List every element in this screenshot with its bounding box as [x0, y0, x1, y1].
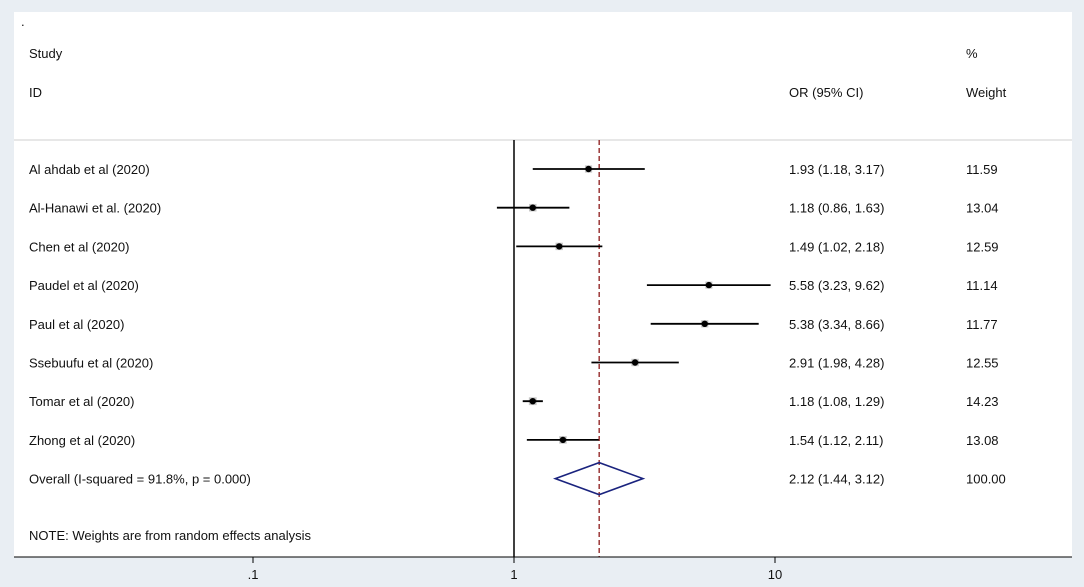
- forest-plot: . Study ID OR (95% CI) % Weight Al ahdab…: [14, 14, 1072, 582]
- study-row: Al-Hanawi et al. (2020) 1.18 (0.86, 1.63)…: [29, 201, 999, 216]
- study-name: Chen et al (2020): [29, 239, 129, 254]
- overall-weight: 100.00: [966, 472, 1006, 487]
- x-tick-label: .1: [248, 567, 259, 582]
- header-percent: %: [966, 46, 978, 61]
- study-or-ci: 1.49 (1.02, 2.18): [789, 239, 884, 254]
- header-dot: .: [21, 14, 25, 29]
- header-weight: Weight: [966, 85, 1007, 100]
- x-tick-label: 1: [510, 567, 517, 582]
- study-weight: 13.08: [966, 433, 999, 448]
- study-or-ci: 1.18 (1.08, 1.29): [789, 394, 884, 409]
- study-name: Al ahdab et al (2020): [29, 162, 150, 177]
- study-name: Zhong et al (2020): [29, 433, 135, 448]
- study-weight: 11.77: [966, 317, 998, 332]
- study-row: Paudel et al (2020) 5.58 (3.23, 9.62) 11.1…: [29, 278, 998, 293]
- study-name: Ssebuufu et al (2020): [29, 356, 153, 371]
- study-point-estimate: [705, 281, 713, 289]
- study-weight: 11.14: [966, 278, 998, 293]
- study-weight: 12.55: [966, 356, 999, 371]
- study-or-ci: 5.38 (3.34, 8.66): [789, 317, 884, 332]
- study-point-estimate: [529, 204, 536, 211]
- header-id: ID: [29, 85, 42, 100]
- study-or-ci: 1.54 (1.12, 2.11): [789, 433, 883, 448]
- study-row: Zhong et al (2020) 1.54 (1.12, 2.11) 13.08: [29, 433, 999, 448]
- study-weight: 12.59: [966, 239, 999, 254]
- study-name: Paul et al (2020): [29, 317, 124, 332]
- study-name: Tomar et al (2020): [29, 394, 135, 409]
- footnote: NOTE: Weights are from random effects an…: [29, 528, 312, 543]
- study-point-estimate: [585, 165, 592, 173]
- study-point-estimate: [559, 436, 567, 444]
- study-name: Paudel et al (2020): [29, 278, 139, 293]
- study-point-estimate: [631, 359, 639, 366]
- study-row: Ssebuufu et al (2020) 2.91 (1.98, 4.28) 12…: [29, 356, 999, 371]
- header-study: Study: [29, 46, 63, 61]
- study-weight: 11.59: [966, 162, 998, 177]
- study-weight: 13.04: [966, 201, 999, 216]
- study-or-ci: 1.93 (1.18, 3.17): [789, 162, 884, 177]
- study-row: Tomar et al (2020) 1.18 (1.08, 1.29) 14.23: [29, 394, 999, 409]
- study-weight: 14.23: [966, 394, 999, 409]
- study-point-estimate: [701, 320, 708, 327]
- overall-diamond: [552, 461, 646, 496]
- study-point-estimate: [529, 398, 536, 405]
- study-name: Al-Hanawi et al. (2020): [29, 201, 161, 216]
- overall-or-ci: 2.12 (1.44, 3.12): [789, 472, 884, 487]
- study-point-estimate: [556, 243, 563, 250]
- study-or-ci: 5.58 (3.23, 9.62): [789, 278, 884, 293]
- study-row: Chen et al (2020) 1.49 (1.02, 2.18) 12.59: [29, 239, 999, 254]
- overall-label: Overall (I-squared = 91.8%, p = 0.000): [29, 472, 251, 487]
- header: . Study ID OR (95% CI) % Weight: [14, 14, 1072, 141]
- study-or-ci: 2.91 (1.98, 4.28): [789, 356, 884, 371]
- forest-plot-frame: . Study ID OR (95% CI) % Weight Al ahdab…: [14, 12, 1072, 582]
- x-tick-label: 10: [768, 567, 782, 582]
- study-row: Paul et al (2020) 5.38 (3.34, 8.66) 11.77: [29, 317, 998, 332]
- study-or-ci: 1.18 (0.86, 1.63): [789, 201, 884, 216]
- overall-row: Overall (I-squared = 91.8%, p = 0.000) 2.…: [29, 461, 1006, 496]
- header-or-ci: OR (95% CI): [789, 85, 863, 100]
- study-row: Al ahdab et al (2020) 1.93 (1.18, 3.17) 11…: [29, 162, 998, 177]
